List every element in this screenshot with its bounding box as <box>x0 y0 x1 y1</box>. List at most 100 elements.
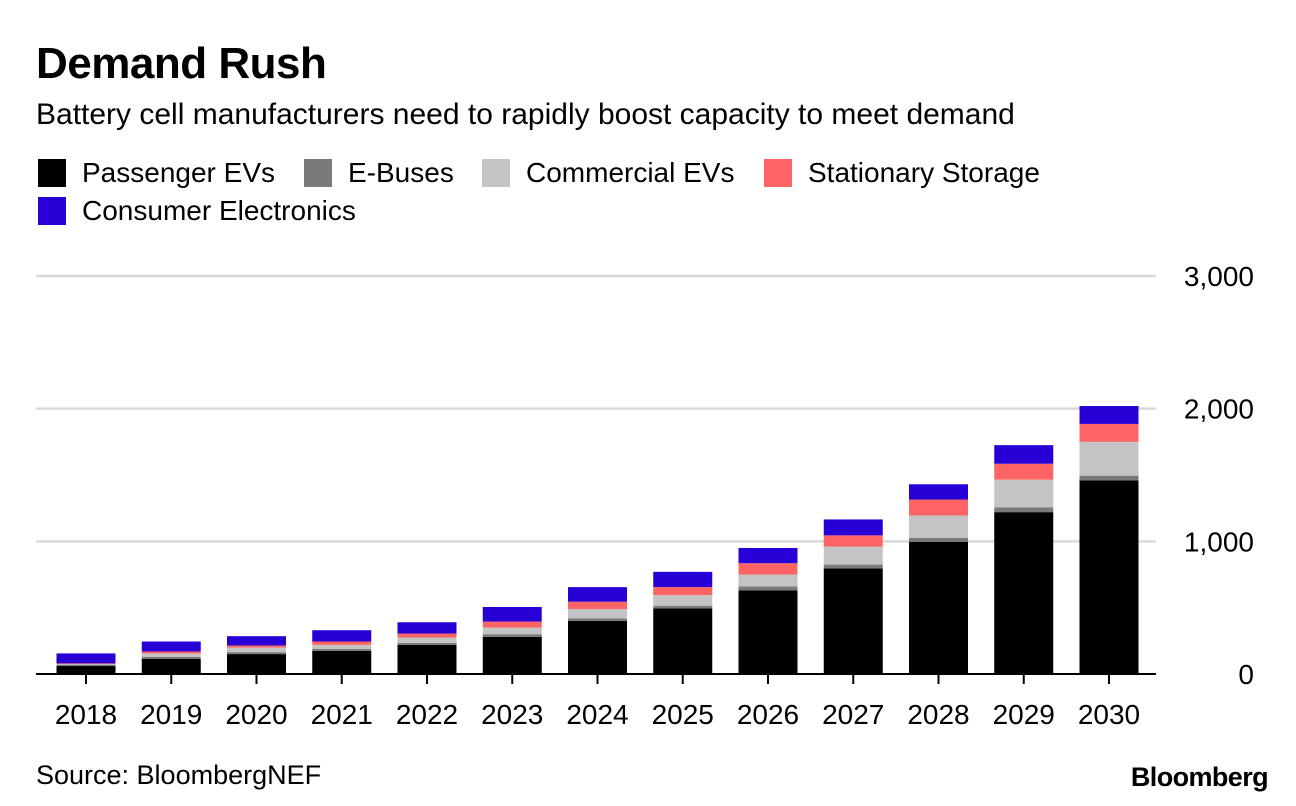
bar-2026-consumer-electronics <box>738 547 798 564</box>
bar-2021-commercial-evs <box>312 644 372 649</box>
x-tick-label-2020: 2020 <box>225 699 287 730</box>
x-tick-label-2023: 2023 <box>481 699 543 730</box>
legend-swatch-commercial-evs <box>482 159 510 187</box>
bar-2028-consumer-electronics <box>909 484 968 500</box>
x-tick-label-2024: 2024 <box>566 699 628 730</box>
bar-2029-commercial-evs <box>994 479 1054 508</box>
x-tick-label-2027: 2027 <box>822 699 884 730</box>
bar-2019-passenger-evs <box>141 658 201 674</box>
legend-label-commercial-evs: Commercial EVs <box>526 157 735 188</box>
bar-2018-commercial-evs <box>56 664 116 665</box>
bar-2019-commercial-evs <box>141 653 201 657</box>
bar-2022-passenger-evs <box>397 644 457 674</box>
x-tick-label-2030: 2030 <box>1078 699 1140 730</box>
legend-item-commercial-evs: Commercial EVs <box>482 154 734 192</box>
legend-label-stationary-storage: Stationary Storage <box>808 157 1040 188</box>
bar-2029-stationary-storage <box>994 463 1054 480</box>
bar-2019-consumer-electronics <box>141 641 201 652</box>
x-tick-label-2019: 2019 <box>140 699 202 730</box>
bloomberg-logo: Bloomberg <box>1130 762 1269 792</box>
bar-2021-stationary-storage <box>312 641 372 645</box>
y-tick-label-2000: 2,000 <box>1184 394 1254 425</box>
legend-item-e-buses: E-Buses <box>304 154 454 192</box>
bar-2030-stationary-storage <box>1079 423 1139 442</box>
legend-swatch-e-buses <box>304 159 332 187</box>
legend-label-passenger-evs: Passenger EVs <box>82 157 275 188</box>
bar-2023-e-buses <box>482 634 542 637</box>
x-tick-label-2021: 2021 <box>311 699 373 730</box>
bar-2019-e-buses <box>141 656 201 659</box>
bar-2021-consumer-electronics <box>312 630 372 642</box>
bar-2025-consumer-electronics <box>653 571 713 588</box>
source-note: Source: BloombergNEF <box>36 760 322 790</box>
bar-2024-stationary-storage <box>568 601 627 609</box>
bar-2020-passenger-evs <box>227 654 286 674</box>
bar-2018-consumer-electronics <box>56 653 116 664</box>
bar-2025-commercial-evs <box>653 595 713 606</box>
bar-2023-stationary-storage <box>482 621 542 628</box>
bar-2027-passenger-evs <box>823 568 883 674</box>
legend-swatch-stationary-storage <box>764 159 792 187</box>
legend-item-stationary-storage: Stationary Storage <box>764 154 1040 192</box>
bar-2030-passenger-evs <box>1079 480 1139 674</box>
bar-2024-consumer-electronics <box>568 587 627 602</box>
bar-2020-commercial-evs <box>227 647 286 653</box>
x-tick-label-2022: 2022 <box>396 699 458 730</box>
bar-2026-stationary-storage <box>738 563 798 575</box>
bar-2027-commercial-evs <box>823 546 883 565</box>
bar-2028-passenger-evs <box>909 541 968 674</box>
bar-2024-commercial-evs <box>568 608 627 619</box>
bar-2021-passenger-evs <box>312 650 372 674</box>
x-tick-label-2029: 2029 <box>993 699 1055 730</box>
bar-2023-passenger-evs <box>482 636 542 674</box>
bar-2019-stationary-storage <box>141 651 201 654</box>
bar-2029-consumer-electronics <box>994 445 1054 464</box>
bar-2029-passenger-evs <box>994 512 1054 674</box>
x-tick-label-2025: 2025 <box>652 699 714 730</box>
legend-swatch-consumer-electronics <box>38 197 66 225</box>
bar-2028-commercial-evs <box>909 515 968 539</box>
y-tick-label-3000: 3,000 <box>1184 261 1254 292</box>
x-tick-label-2026: 2026 <box>737 699 799 730</box>
bar-2018-stationary-storage <box>56 663 116 665</box>
bar-2030-commercial-evs <box>1079 441 1139 476</box>
bar-2028-stationary-storage <box>909 499 968 516</box>
bar-2026-passenger-evs <box>738 590 798 674</box>
bar-2027-consumer-electronics <box>823 519 883 536</box>
bar-2023-consumer-electronics <box>482 607 542 622</box>
legend-item-consumer-electronics: Consumer Electronics <box>38 192 356 230</box>
bar-2018-e-buses <box>56 664 116 667</box>
chart-subtitle: Battery cell manufacturers need to rapid… <box>36 98 1015 131</box>
bar-2027-e-buses <box>823 564 883 569</box>
bar-2022-stationary-storage <box>397 633 457 638</box>
bar-2026-e-buses <box>738 586 798 591</box>
y-tick-label-0: 0 <box>1238 659 1254 690</box>
bar-2030-consumer-electronics <box>1079 406 1139 424</box>
legend-label-consumer-electronics: Consumer Electronics <box>82 195 356 226</box>
bar-2025-stationary-storage <box>653 587 713 596</box>
bar-2020-stationary-storage <box>227 645 286 648</box>
bar-2025-e-buses <box>653 605 713 609</box>
chart-title: Demand Rush <box>36 39 327 88</box>
bar-2024-e-buses <box>568 618 627 621</box>
legend-label-e-buses: E-Buses <box>348 157 454 188</box>
y-tick-label-1000: 1,000 <box>1184 526 1254 557</box>
x-tick-label-2028: 2028 <box>907 699 969 730</box>
bar-2020-consumer-electronics <box>227 636 286 646</box>
bar-2028-e-buses <box>909 538 968 542</box>
legend-item-passenger-evs: Passenger EVs <box>38 154 275 192</box>
bar-2022-consumer-electronics <box>397 622 457 634</box>
bar-2022-e-buses <box>397 642 457 645</box>
legend-swatch-passenger-evs <box>38 159 66 187</box>
bar-2030-e-buses <box>1079 475 1139 481</box>
bar-2027-stationary-storage <box>823 535 883 547</box>
bar-2020-e-buses <box>227 652 286 655</box>
bar-2024-passenger-evs <box>568 620 627 674</box>
x-tick-label-2018: 2018 <box>55 699 117 730</box>
bar-2026-commercial-evs <box>738 574 798 587</box>
bar-2023-commercial-evs <box>482 627 542 635</box>
bar-2021-e-buses <box>312 648 372 651</box>
bar-2018-passenger-evs <box>56 666 116 674</box>
bar-2029-e-buses <box>994 507 1054 513</box>
